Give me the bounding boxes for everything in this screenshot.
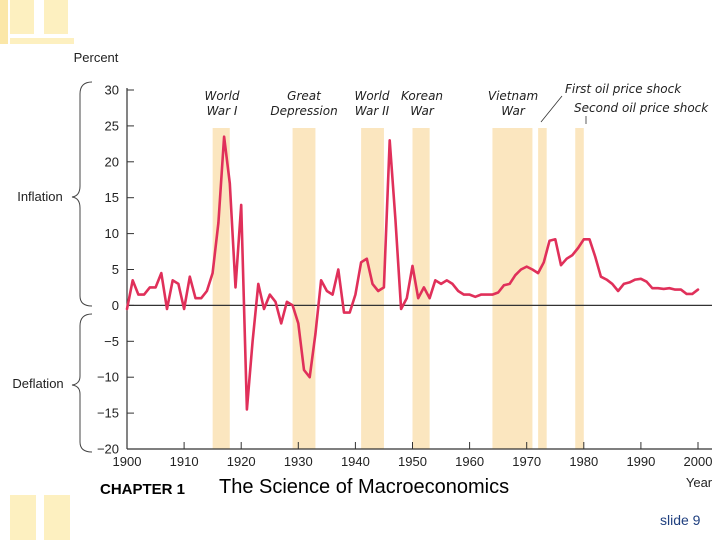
event-label: Depression bbox=[270, 104, 337, 118]
x-tick-label: 1910 bbox=[170, 454, 199, 469]
x-tick-label: 1990 bbox=[626, 454, 655, 469]
y-tick-label: −15 bbox=[97, 406, 119, 421]
decorative-square bbox=[10, 495, 36, 540]
y-tick-label: 10 bbox=[105, 226, 119, 241]
y-tick-label: −5 bbox=[104, 334, 119, 349]
event-label: First oil price shock bbox=[565, 82, 682, 96]
event-label: War II bbox=[355, 104, 390, 118]
axes-group bbox=[71, 81, 712, 453]
deflation-brace bbox=[71, 313, 93, 453]
x-tick-label: 1920 bbox=[227, 454, 256, 469]
x-tick-label: 1980 bbox=[569, 454, 598, 469]
x-tick-label: 1970 bbox=[512, 454, 541, 469]
x-tick-label: 1930 bbox=[284, 454, 313, 469]
event-band bbox=[538, 128, 547, 449]
y-tick-label: 30 bbox=[105, 83, 119, 98]
slide-number: slide 9 bbox=[660, 512, 701, 528]
y-tick-label: −10 bbox=[97, 370, 119, 385]
decorative-square bbox=[10, 0, 34, 34]
x-tick-label: 2000 bbox=[684, 454, 713, 469]
first-oil-shock-leader bbox=[540, 95, 563, 123]
decorative-square bbox=[44, 495, 70, 540]
event-band bbox=[492, 128, 533, 449]
series-group bbox=[125, 135, 700, 411]
decorative-square bbox=[44, 0, 68, 34]
x-tick-label: 1940 bbox=[341, 454, 370, 469]
x-tick-label: 1950 bbox=[398, 454, 427, 469]
event-label: War bbox=[501, 104, 526, 118]
event-label: Korean bbox=[401, 89, 443, 103]
event-band bbox=[575, 128, 584, 449]
event-band bbox=[292, 128, 316, 449]
chapter-label: CHAPTER 1 bbox=[100, 481, 186, 498]
event-label: War bbox=[410, 104, 435, 118]
y-axis-title: Percent bbox=[74, 50, 119, 65]
inflation-series-line bbox=[125, 135, 700, 411]
event-label: Vietnam bbox=[488, 89, 538, 103]
event-label: World bbox=[354, 89, 389, 103]
event-band bbox=[212, 128, 230, 449]
y-tick-label: 0 bbox=[112, 298, 119, 313]
y-tick-label: 5 bbox=[112, 262, 119, 277]
event-band bbox=[361, 128, 384, 449]
decorative-square bbox=[0, 0, 8, 44]
y-tick-label: −20 bbox=[97, 442, 119, 457]
deflation-label: Deflation bbox=[12, 376, 63, 391]
y-tick-label: 20 bbox=[105, 154, 119, 169]
event-label: Great bbox=[287, 89, 322, 103]
inflation-brace bbox=[71, 81, 93, 307]
x-axis-title: Year bbox=[686, 475, 713, 490]
event-label: Second oil price shock bbox=[574, 101, 709, 115]
event-label: World bbox=[204, 89, 239, 103]
y-tick-label: 25 bbox=[105, 118, 119, 133]
event-shading-group bbox=[212, 128, 584, 449]
decorative-square bbox=[10, 38, 74, 44]
x-tick-label: 1900 bbox=[113, 454, 142, 469]
inflation-label: Inflation bbox=[17, 189, 63, 204]
event-band bbox=[412, 128, 430, 449]
event-label: War I bbox=[207, 104, 238, 118]
x-tick-label: 1960 bbox=[455, 454, 484, 469]
slide-title: The Science of Macroeconomics bbox=[219, 476, 510, 498]
footer-bar bbox=[0, 495, 720, 540]
y-tick-label: 15 bbox=[105, 190, 119, 205]
